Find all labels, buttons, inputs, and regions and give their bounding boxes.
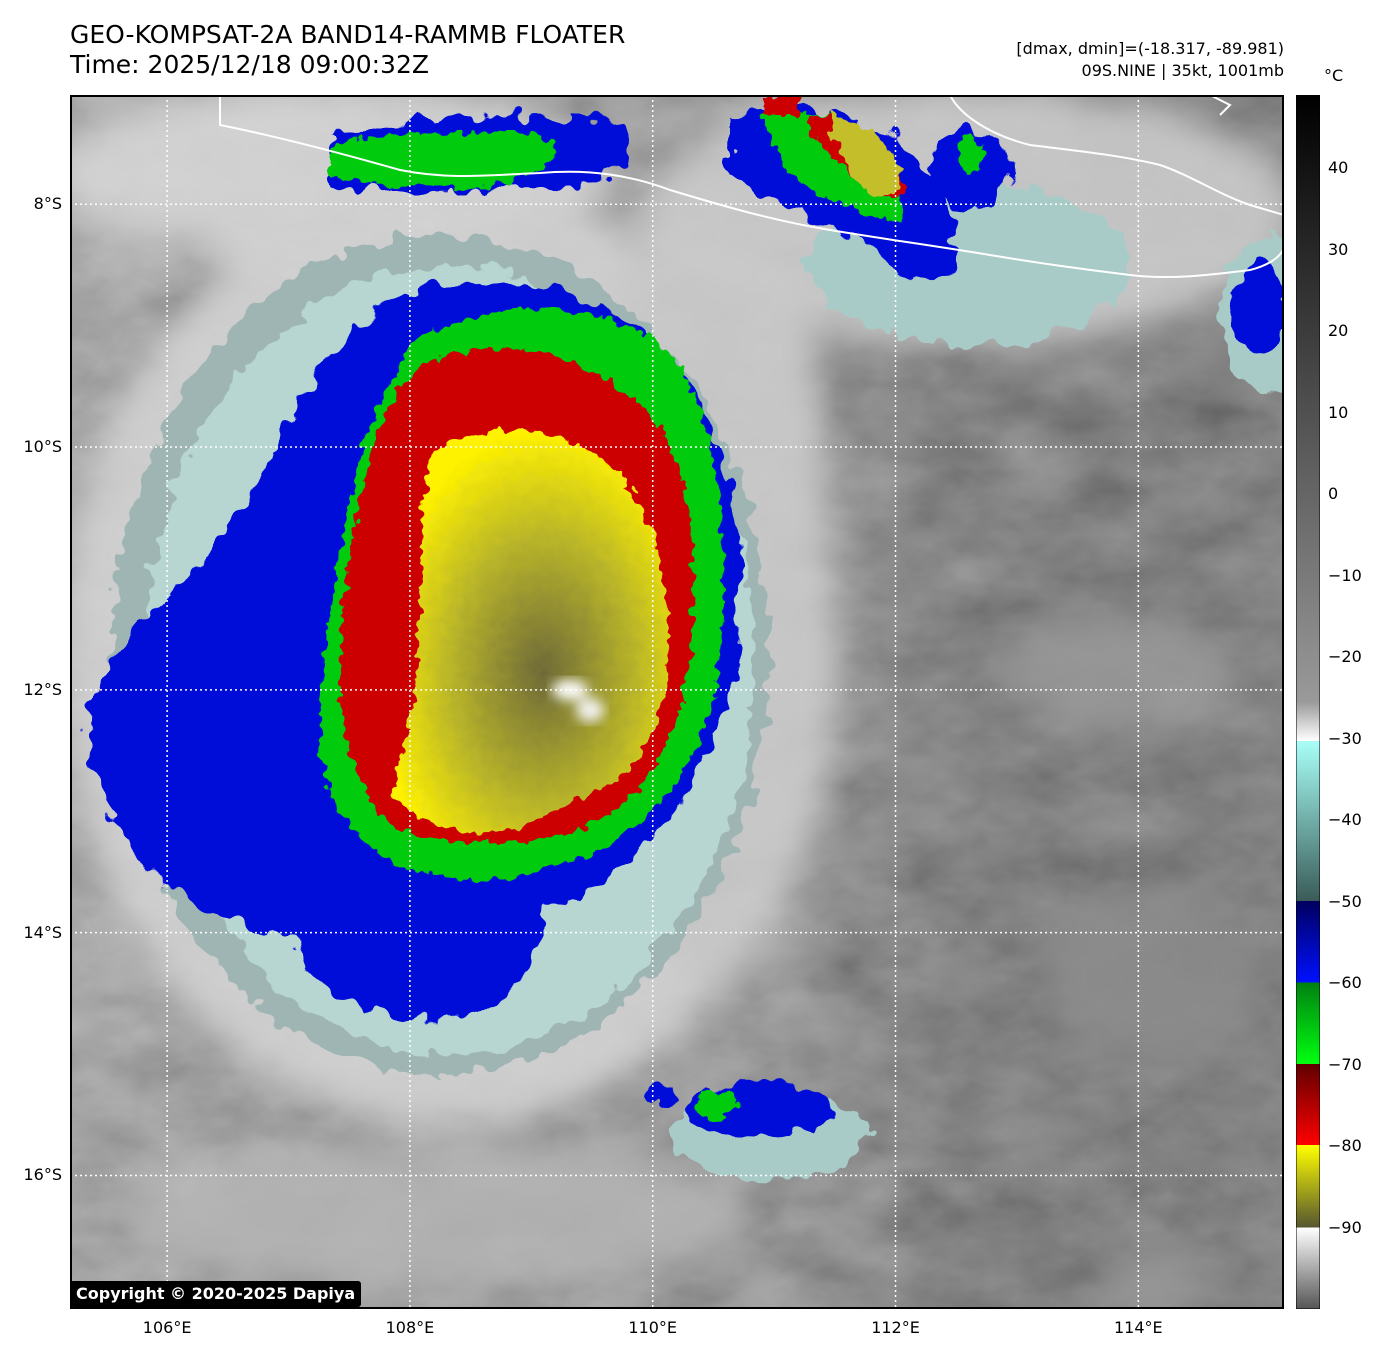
lat-label: 12°S (23, 679, 62, 699)
gridlines (70, 95, 1284, 1309)
lat-label: 8°S (33, 194, 62, 214)
colorbar-tick-label: −90 (1328, 1217, 1362, 1237)
figure-title: GEO-KOMPSAT-2A BAND14-RAMMB FLOATER Time… (70, 20, 625, 80)
colorbar (1296, 95, 1320, 1309)
coastline (219, 95, 1284, 279)
lon-label: 110°E (628, 1318, 678, 1337)
lon-label: 106°E (142, 1318, 192, 1337)
colorbar-tick-label: −30 (1328, 728, 1362, 748)
info-line-1: [dmax, dmin]=(-18.317, -89.981) (1016, 39, 1284, 58)
lon-label: 114°E (1113, 1318, 1163, 1337)
colorbar-tick-label: 0 (1328, 484, 1339, 504)
title-line-2: Time: 2025/12/18 09:00:32Z (70, 50, 429, 79)
colorbar-tick-label: −20 (1328, 647, 1362, 667)
colorbar-tick-label: −70 (1328, 1054, 1362, 1074)
colorbar-tick-label: −80 (1328, 1136, 1362, 1156)
cold-cloud-yellow (390, 115, 901, 834)
lat-label: 16°S (23, 1165, 62, 1185)
colorbar-tick-label: −50 (1328, 891, 1362, 911)
colorbar-tick-label: 10 (1328, 402, 1349, 422)
copyright-badge: Copyright © 2020-2025 Dapiya (70, 1281, 362, 1307)
lon-label: 108°E (385, 1318, 435, 1337)
storm-info: [dmax, dmin]=(-18.317, -89.981) 09S.NINE… (1016, 38, 1284, 82)
map-frame (70, 95, 1284, 1309)
colorbar-tick-label: −10 (1328, 565, 1362, 585)
colorbar-tick-label: 20 (1328, 321, 1349, 341)
colorbar-unit: °C (1324, 66, 1344, 85)
colorbar-tick-label: −40 (1328, 810, 1362, 830)
colorbar-tick-label: 30 (1328, 239, 1349, 259)
satellite-map (70, 95, 1284, 1309)
colorbar-tick-label: −60 (1328, 973, 1362, 993)
info-line-2: 09S.NINE | 35kt, 1001mb (1081, 61, 1284, 80)
title-line-1: GEO-KOMPSAT-2A BAND14-RAMMB FLOATER (70, 20, 626, 49)
lon-label: 112°E (871, 1318, 920, 1337)
lat-label: 10°S (23, 437, 62, 457)
lat-label: 14°S (23, 922, 62, 942)
colorbar-tick-label: 40 (1328, 158, 1349, 178)
